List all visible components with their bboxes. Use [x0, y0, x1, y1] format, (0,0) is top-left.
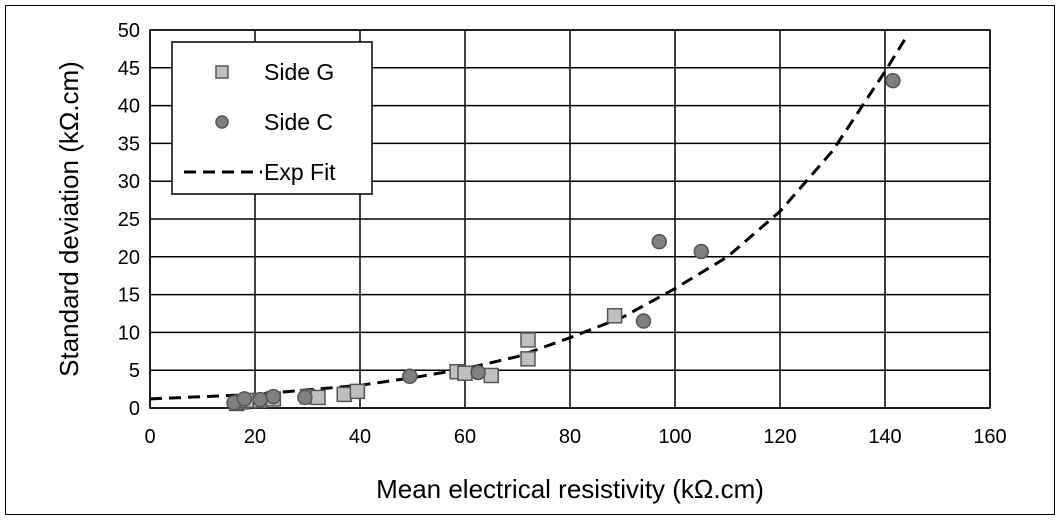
side-c-point: [651, 233, 667, 250]
side-g-point: [349, 383, 366, 400]
y-tick-label: 10: [118, 322, 140, 344]
side-g-point: [520, 332, 536, 348]
legend-circle-marker: [215, 115, 229, 129]
x-axis-title: Mean electrical resistivity (kΩ.cm): [376, 474, 764, 504]
x-tick-label: 0: [144, 426, 155, 448]
legend-label-side-g: Side G: [264, 59, 334, 85]
side-c-point: [635, 313, 652, 329]
legend-box: [171, 41, 373, 195]
legend-label-exp-fit: Exp Fit: [264, 159, 336, 185]
x-tick-label: 80: [559, 426, 581, 448]
y-tick-label: 30: [118, 171, 140, 193]
side-c-point: [885, 72, 901, 89]
x-tick-label: 100: [658, 426, 691, 448]
side-c-point: [693, 243, 709, 260]
x-tick-label: 40: [349, 426, 371, 448]
legend: Side G Side C Exp Fit: [171, 41, 373, 195]
side-g-point: [336, 386, 352, 403]
exp-fit-line: [149, 36, 908, 401]
side-c-point: [252, 391, 268, 408]
x-tick-label: 140: [868, 426, 901, 448]
y-tick-label: 50: [118, 20, 140, 42]
y-tick-label: 0: [129, 398, 140, 420]
x-tick-label: 160: [973, 426, 1006, 448]
y-tick-label: 45: [118, 58, 140, 80]
side-g-point: [457, 365, 473, 381]
y-tick-label: 20: [118, 247, 140, 269]
y-axis-title: Standard deviation (kΩ.cm): [54, 61, 84, 377]
side-c-point: [236, 391, 253, 407]
y-tick-label: 35: [118, 133, 140, 155]
side-c-point: [470, 364, 486, 381]
y-tick-labels: 0 5 10 15 20 25 30 35 40 45 50: [118, 20, 140, 420]
x-tick-label: 20: [244, 426, 266, 448]
y-tick-label: 15: [118, 285, 140, 307]
side-g-point: [520, 351, 536, 367]
x-tick-label: 60: [454, 426, 476, 448]
side-g-point: [310, 389, 326, 406]
chart-frame: [5, 5, 1055, 515]
x-tick-label: 120: [763, 426, 796, 448]
x-tick-labels: 0 20 40 60 80 100 120 140 160: [144, 426, 1006, 448]
side-g-point: [606, 308, 623, 324]
y-tick-label: 25: [118, 209, 140, 231]
side-c-point: [265, 388, 282, 405]
side-g-point: [483, 367, 499, 384]
side-c-point: [402, 368, 418, 384]
legend-square-marker: [215, 65, 229, 79]
side-c-point: [297, 389, 313, 406]
legend-label-side-c: Side C: [264, 109, 333, 135]
fit-line-layer: [149, 36, 908, 401]
points-layer: [226, 72, 901, 412]
plot-area-border: [149, 29, 991, 409]
y-tick-label: 5: [129, 360, 140, 382]
y-tick-label: 40: [118, 96, 140, 118]
